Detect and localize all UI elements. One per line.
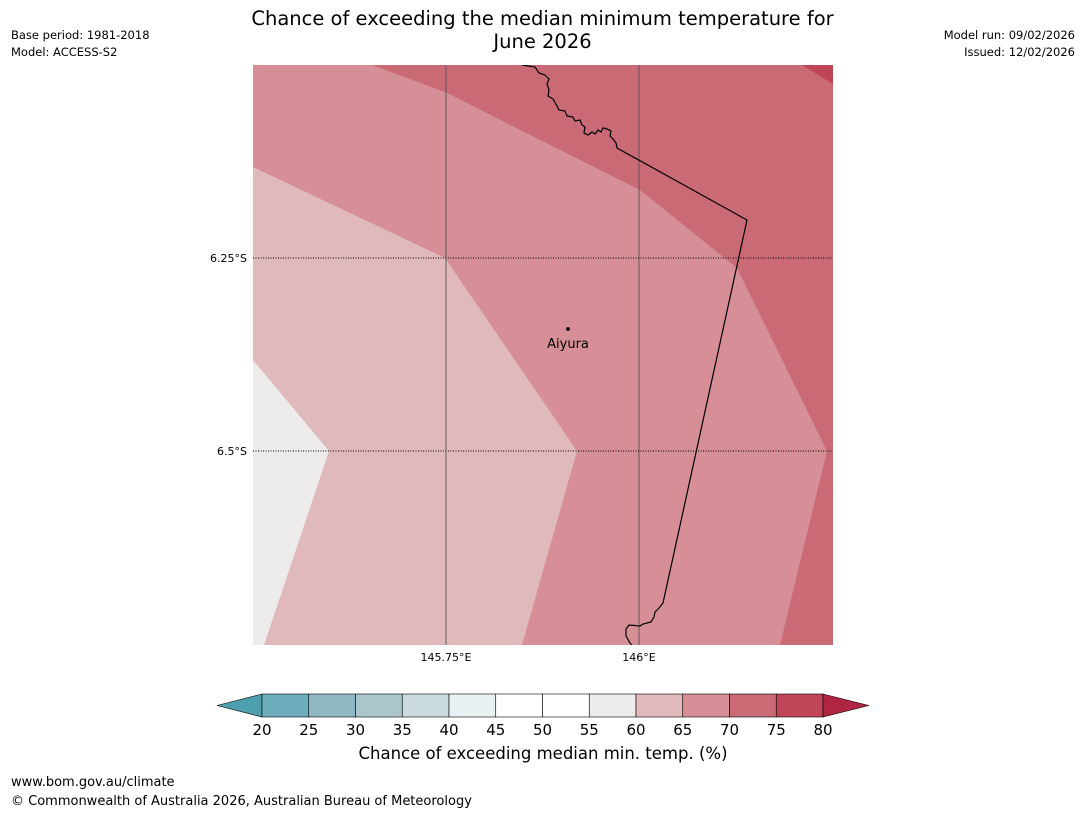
lon-label-145-75E: 145.75°E — [421, 651, 472, 664]
colorbar-segment — [495, 693, 543, 718]
colorbar-tick-label: 40 — [439, 721, 458, 739]
footer-url[interactable]: www.bom.gov.au/climate — [11, 775, 175, 790]
colorbar-tick-label: 30 — [346, 721, 365, 739]
colorbar-tick-label: 35 — [393, 721, 412, 739]
lat-label-6-5S: 6.5°S — [217, 445, 247, 458]
contour-band-60-65 — [253, 167, 577, 645]
title-line-1: Chance of exceeding the median minimum t… — [251, 7, 834, 30]
colorbar-tick-label: 75 — [767, 721, 786, 739]
model-run-text: Model run: 09/02/2026 — [943, 28, 1075, 42]
colorbar-label: Chance of exceeding median min. temp. (%… — [358, 744, 728, 763]
colorbar-segment — [542, 693, 590, 718]
colorbar-segment — [635, 693, 684, 718]
province-boundary-line — [521, 65, 748, 645]
colorbar-segment — [401, 693, 450, 718]
title-line-2: June 2026 — [493, 30, 592, 53]
colorbar-tick-label: 80 — [813, 721, 832, 739]
colorbar-segment — [355, 693, 403, 718]
aiyura-marker[interactable] — [566, 327, 570, 331]
colorbar-tick-label: 20 — [252, 721, 271, 739]
colorbar-segment — [261, 693, 310, 718]
colorbar-tick-label: 45 — [486, 721, 505, 739]
colorbar-extend-low — [216, 693, 263, 718]
colorbar-tick-label: 55 — [580, 721, 599, 739]
contour-band-75-80 — [802, 65, 833, 84]
aiyura-label: Aiyura — [547, 337, 589, 352]
colorbar-segment — [775, 693, 824, 718]
colorbar-tick-label: 25 — [299, 721, 318, 739]
base-period-text: Base period: 1981-2018 — [11, 28, 150, 42]
chart-title: Chance of exceeding the median minimum t… — [200, 7, 885, 53]
colorbar-tick-labels: 20 25 30 35 40 45 50 55 60 65 70 75 80 — [252, 721, 832, 739]
colorbar-tick-label: 60 — [626, 721, 645, 739]
meta-left: Base period: 1981-2018 Model: ACCESS-S2 — [11, 27, 150, 61]
lat-label-6-25S: 6.25°S — [210, 252, 247, 265]
colorbar-segment — [308, 693, 356, 718]
colorbar-tick-label: 65 — [673, 721, 692, 739]
colorbar-tick-label: 50 — [533, 721, 552, 739]
model-text: Model: ACCESS-S2 — [11, 45, 118, 59]
contour-band-55-60 — [253, 360, 329, 645]
colorbar-segment — [682, 693, 730, 718]
lon-label-146E: 146°E — [622, 651, 655, 664]
map-panel[interactable] — [253, 65, 833, 645]
colorbar-segment — [588, 693, 637, 718]
footer-copyright: © Commonwealth of Australia 2026, Austra… — [11, 794, 472, 809]
colorbar-segment — [448, 693, 497, 718]
colorbar-extend-high — [822, 693, 870, 718]
issued-text: Issued: 12/02/2026 — [964, 45, 1075, 59]
colorbar-segment — [729, 693, 777, 718]
meta-right: Model run: 09/02/2026 Issued: 12/02/2026 — [944, 27, 1075, 61]
colorbar-tick-label: 70 — [720, 721, 739, 739]
colorbar — [216, 693, 870, 718]
